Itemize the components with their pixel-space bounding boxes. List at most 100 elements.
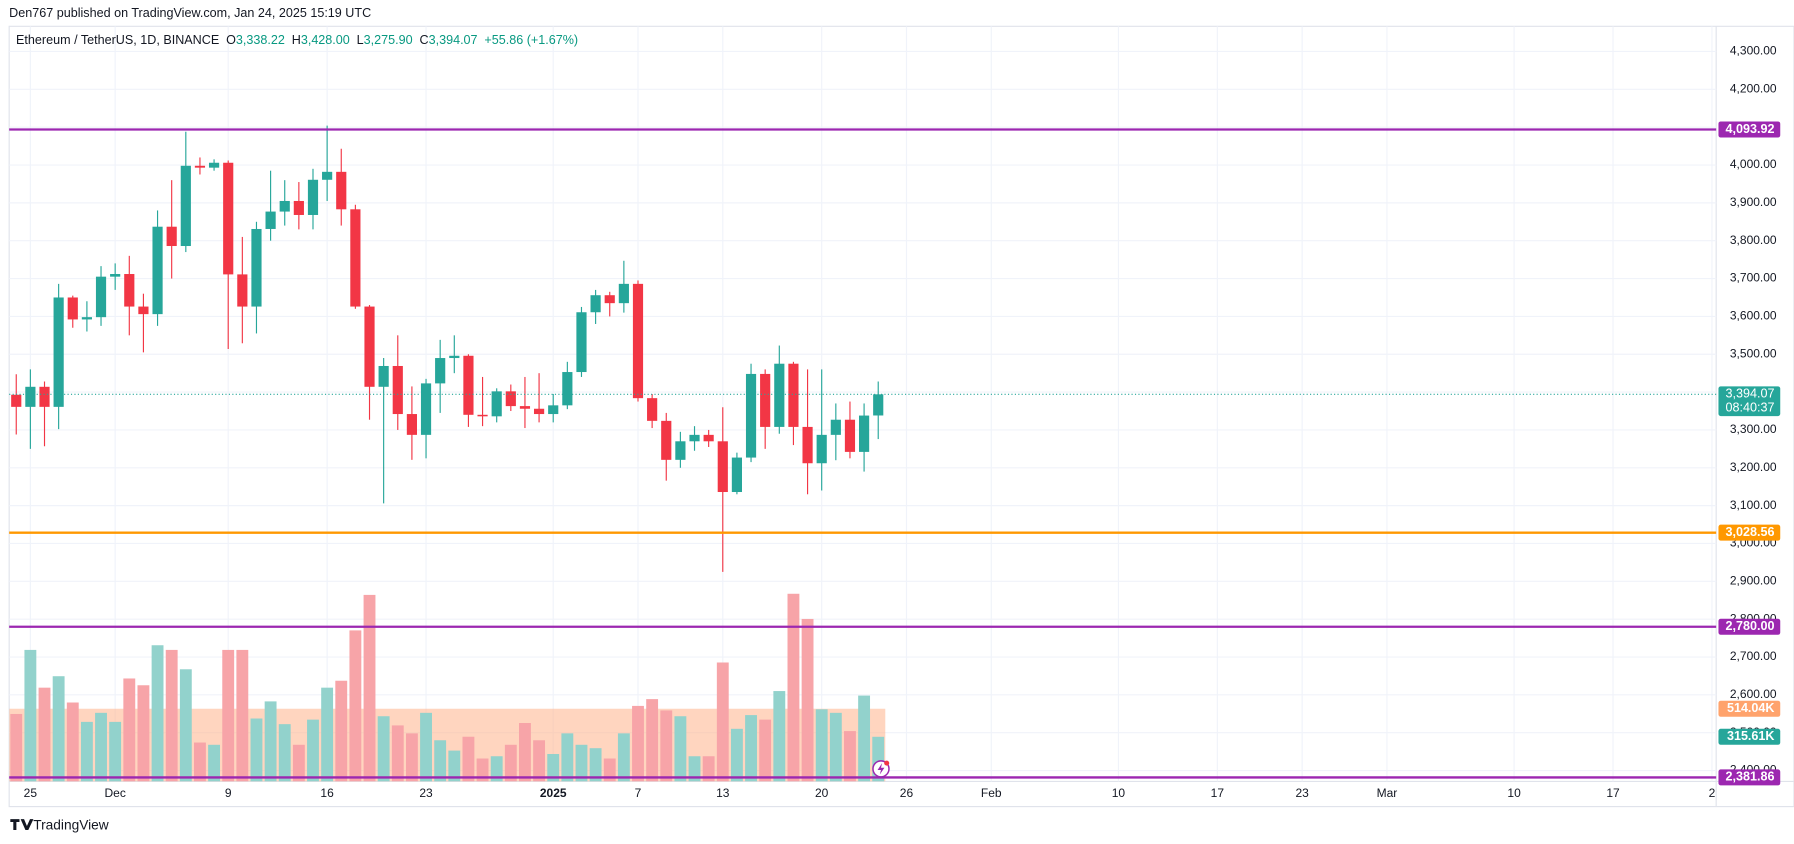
x-tick-label: 7 [635, 786, 642, 800]
published-note: Den767 published on TradingView.com, Jan… [9, 6, 371, 20]
ohlc-key: O [226, 34, 236, 48]
volume-bar [208, 744, 221, 782]
candle-body [251, 228, 262, 307]
candle-body [265, 211, 276, 229]
x-tick-label: 13 [716, 786, 730, 800]
volume-bar [561, 733, 574, 782]
level-label: 3,028.56 [1726, 525, 1775, 539]
candle-body [194, 165, 206, 168]
candle-body [279, 200, 290, 212]
candle-body [477, 414, 488, 417]
candle-body [449, 355, 460, 359]
candle-body [675, 441, 686, 460]
volume-bar [815, 709, 828, 782]
volume-bar [575, 744, 588, 782]
candle-body [519, 406, 531, 409]
volume-bar [801, 618, 814, 782]
x-tick-label: 23 [1295, 786, 1309, 800]
volume-pane [9, 593, 886, 782]
volume-bar [844, 731, 856, 782]
x-tick-label: Feb [981, 786, 1002, 800]
candle-body [364, 306, 375, 387]
x-tick-label: 10 [1112, 786, 1126, 800]
volume-bar [80, 721, 93, 782]
candle-body [844, 419, 856, 452]
candle-body [307, 179, 319, 215]
candle-body [392, 365, 403, 415]
candle-body [703, 434, 714, 442]
volume-bar [716, 662, 729, 782]
y-tick-label: 4,000.00 [1730, 157, 1777, 171]
candle-body [745, 373, 757, 458]
volume-bar [24, 649, 37, 782]
volume-bar [179, 669, 192, 782]
level-label: 2,780.00 [1726, 619, 1775, 633]
volume-bar [730, 728, 743, 782]
y-tick-label: 3,700.00 [1730, 271, 1777, 285]
volume-label-box [1718, 728, 1781, 745]
candle-body [859, 415, 870, 452]
volume-bar [123, 678, 136, 782]
x-tick-label: 17 [1211, 786, 1225, 800]
ohlc-value: 3,338.22 [236, 34, 285, 48]
x-tick-label: 23 [419, 786, 433, 800]
x-tick-label: 20 [815, 786, 829, 800]
candle-body [604, 295, 615, 304]
candle-body [124, 274, 135, 307]
volume-bar [632, 705, 644, 782]
volume-bar [264, 701, 277, 782]
volume-bar [674, 716, 687, 782]
volume-bar [646, 699, 659, 782]
volume-bar [52, 676, 65, 782]
candle-body [717, 441, 728, 493]
candle-body [548, 405, 559, 415]
y-tick-label: 2,600.00 [1730, 687, 1777, 701]
candle-body [67, 297, 78, 320]
ohlc-value: 3,394.07 [429, 34, 478, 48]
volume-bar [589, 748, 602, 782]
candle-body [11, 394, 22, 407]
candle-body [802, 426, 813, 464]
candle-body [830, 419, 841, 435]
level-label-box [1718, 769, 1781, 786]
y-tick-label: 3,800.00 [1730, 233, 1777, 247]
candle-body [350, 209, 361, 307]
volume-bar [137, 685, 150, 782]
change: +55.86 (+1.67%) [484, 34, 578, 48]
volume-bar [222, 649, 235, 782]
volume-bar [533, 740, 546, 782]
y-tick-label: 3,900.00 [1730, 195, 1777, 209]
volume-bar [688, 756, 701, 782]
y-tick-label: 3,500.00 [1730, 346, 1777, 360]
candle-body [110, 274, 121, 277]
volume-bar [278, 724, 291, 782]
candle-body [420, 383, 432, 435]
x-tick-label: Dec [104, 786, 125, 800]
candle-body [463, 355, 474, 415]
candle-body [590, 295, 601, 313]
x-tick-label: 2 [1709, 786, 1716, 800]
candle-body [689, 434, 700, 442]
candle-body [435, 358, 446, 384]
candle-body [774, 363, 785, 427]
event-icon[interactable] [872, 760, 890, 778]
volume-bar [434, 740, 447, 782]
x-tick-label: 2025 [540, 786, 567, 800]
candle-body [788, 363, 799, 427]
y-tick-label: 2,900.00 [1730, 573, 1777, 587]
volume-bar [109, 721, 122, 782]
axis-labels: 4,093.92 3,028.56 2,780.00 2,381.86 3,394.07… [1718, 121, 1781, 786]
volume-bar [405, 733, 418, 782]
y-tick-label: 3,600.00 [1730, 309, 1777, 323]
ohlc-key: L [357, 34, 364, 48]
level-label-box [1718, 524, 1781, 541]
volume-bar [250, 718, 263, 782]
volume-bar [307, 719, 319, 782]
volume-bar [10, 713, 23, 782]
volume-bar [151, 645, 164, 782]
volume-label: 315.61K [1727, 729, 1775, 743]
candle-body [152, 226, 163, 315]
legend: Ethereum / TetherUS, 1D, BINANCE O3,338.2… [16, 34, 578, 48]
price-label-box [1718, 386, 1781, 417]
